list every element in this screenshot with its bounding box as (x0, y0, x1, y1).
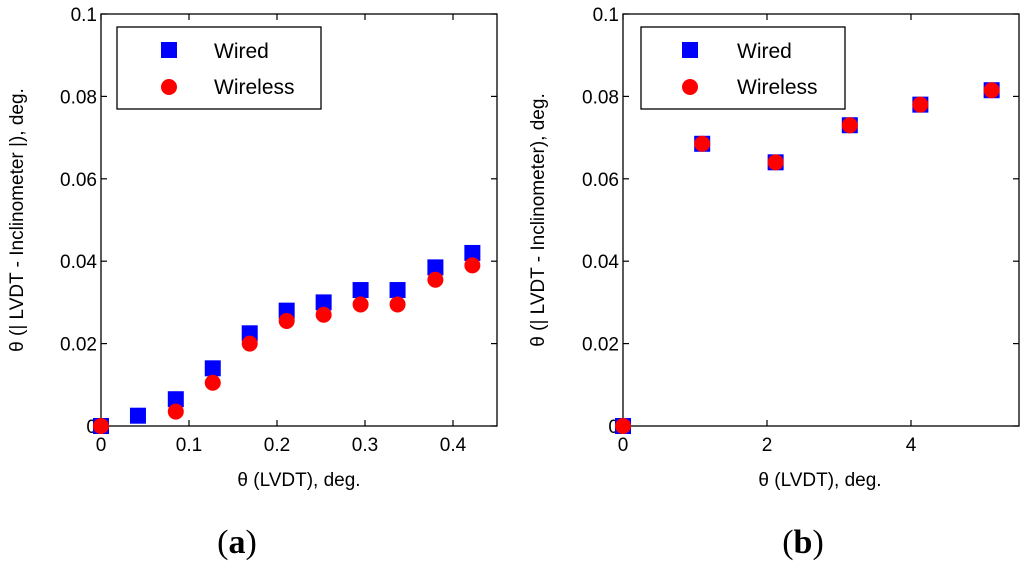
panel-a-wireless-point (464, 257, 481, 274)
panel-b-x-axis-label: θ (LVDT), deg. (758, 470, 881, 491)
panel-a-y-axis-label: θ (| LVDT - Inclinometer |), deg. (7, 88, 28, 352)
panel-b-y-tick-label: 0 (608, 417, 619, 438)
panel-a-x-axis-label: θ (LVDT), deg. (237, 470, 360, 491)
panel-b-wireless-point (983, 82, 1000, 99)
panel-b-legend-wired-label: Wired (737, 40, 792, 63)
panel-a-legend-wired-marker (161, 42, 177, 58)
panel-a-x-tick-label: 0.4 (440, 435, 467, 456)
panel-a-wireless-point (167, 403, 184, 420)
panel-a-ticks: 0 0.1 0.2 0.3 0.4 0 0.02 0.04 0.06 0.08 0.1 (60, 5, 497, 456)
panel-a-wireless-point (278, 312, 295, 329)
panel-a-letter: (a) (217, 524, 257, 561)
panel-b-y-tick-label: 0.06 (582, 170, 619, 191)
panel-a-wired-point (389, 282, 406, 299)
panel-b-y-tick-label: 0.04 (582, 252, 619, 273)
panel-a-wireless-point (204, 374, 221, 391)
panel-a-wireless-point (241, 335, 258, 352)
panel-a-chart: 0 0.1 0.2 0.3 0.4 0 0.02 0.04 0.06 0.08 0.1 Wired … (7, 5, 498, 561)
panel-a-y-tick-label: 0.02 (60, 335, 97, 356)
panel-b-y-axis-label: θ (| LVDT - Inclinometer), deg. (528, 93, 549, 346)
panel-b-marks (615, 82, 1000, 434)
panel-a-y-tick-label: 0 (86, 417, 97, 438)
panel-b-letter: (b) (782, 524, 824, 561)
panel-b-x-tick-label: 4 (906, 435, 917, 456)
panel-a-wireless-point (315, 306, 332, 323)
panel-b-wireless-point (841, 117, 858, 134)
panel-a-marks (93, 244, 481, 434)
panel-a-legend-wireless-label: Wireless (214, 76, 295, 99)
panel-b-y-tick-label: 0.02 (582, 335, 619, 356)
panel-b-legend-wireless-label: Wireless (737, 76, 818, 99)
panel-b-legend: Wired Wireless (640, 26, 846, 110)
panel-b-wireless-point (912, 96, 929, 113)
panel-a-legend-wireless-marker (161, 79, 177, 95)
panel-a-wireless-point (427, 271, 444, 288)
panel-a-legend-wired-label: Wired (214, 40, 269, 63)
panel-b-ticks: 0 2 4 0 0.02 0.04 0.06 0.08 0.1 (582, 5, 1019, 456)
panel-a-x-tick-label: 0.3 (352, 435, 378, 456)
panel-b-y-tick-label: 0.08 (582, 87, 619, 108)
panel-b-legend-wireless-marker (682, 79, 698, 95)
panel-b-x-tick-label: 2 (762, 435, 773, 456)
panel-a-wireless-point (389, 296, 406, 313)
panel-b-legend-wired-marker (682, 42, 698, 58)
panel-a-y-tick-label: 0.06 (60, 170, 97, 191)
panel-b-wireless-point (767, 154, 784, 171)
panel-a-wired-point (204, 360, 221, 377)
panel-a-legend-box (116, 26, 322, 110)
panel-b-chart: 0 2 4 0 0.02 0.04 0.06 0.08 0.1 Wired Wireless θ… (528, 5, 1020, 561)
panel-b-legend-box (640, 26, 846, 110)
panel-a-x-tick-label: 0.1 (176, 435, 202, 456)
panel-a-wired-point (427, 259, 444, 276)
panel-b-wireless-point (615, 418, 631, 434)
panel-a-wired-point (167, 391, 184, 408)
panel-a-legend: Wired Wireless (116, 26, 322, 110)
panel-a-wired-point (129, 407, 146, 424)
panel-b-x-tick-label: 0 (618, 435, 629, 456)
panel-a-x-tick-label: 0 (96, 435, 107, 456)
panel-b-wireless-point (694, 135, 711, 152)
panel-b-y-tick-label: 0.1 (593, 5, 619, 26)
panel-a-y-tick-label: 0.04 (60, 252, 97, 273)
panel-a-y-tick-label: 0.1 (71, 5, 97, 26)
panel-a-wireless-point (352, 296, 369, 313)
panel-a-x-tick-label: 0.2 (264, 435, 290, 456)
panel-a-wired-point (464, 244, 481, 261)
panel-a-wired-point (315, 294, 332, 311)
panel-a-wireless-point (93, 418, 109, 434)
panel-a-wired-point (352, 282, 369, 299)
panel-a-y-tick-label: 0.08 (60, 87, 97, 108)
